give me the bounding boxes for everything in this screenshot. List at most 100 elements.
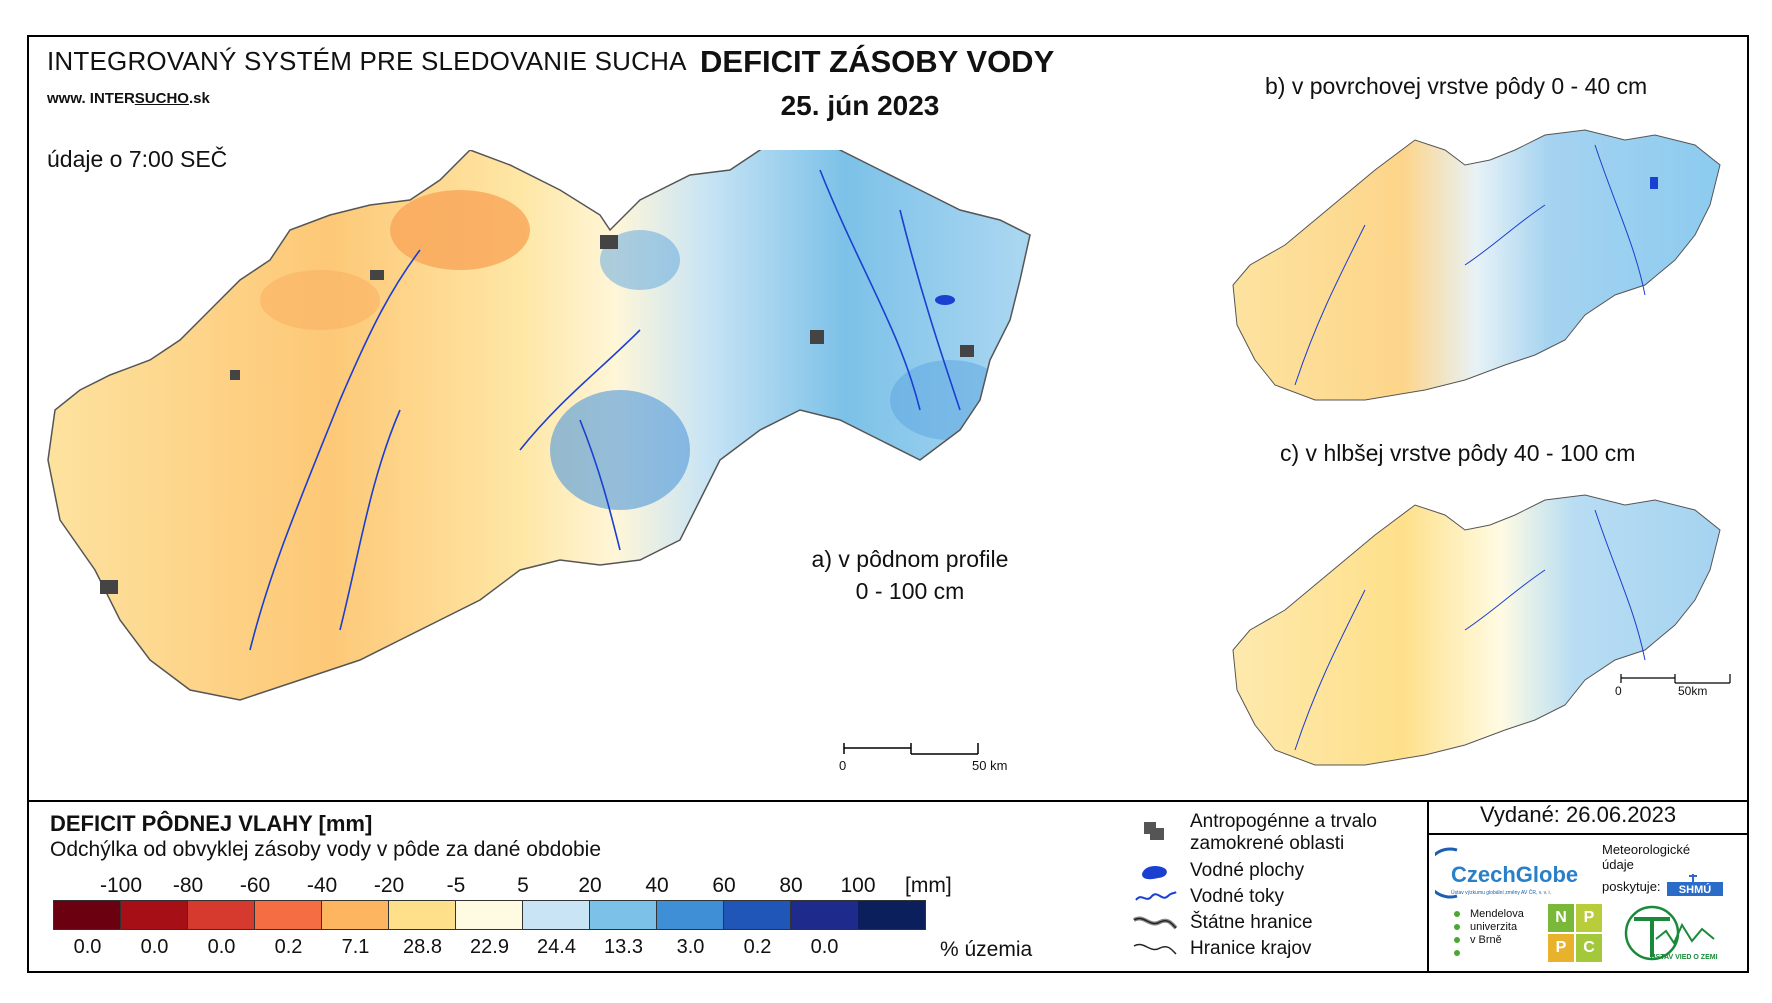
legend-percentage: 22.9 [470,936,509,958]
legend-percentage: 28.8 [403,936,442,958]
met-line2: údaje [1602,857,1634,872]
scale-bar-main [843,743,979,755]
mendel-dots [1454,911,1460,956]
footer-divider-horizontal [1427,833,1749,835]
nppc-c: C [1576,934,1602,962]
legend-color-7 [523,901,590,929]
legend-color-6 [456,901,523,929]
legend-color-10 [724,901,791,929]
legend-color-2 [188,901,255,929]
nppc-p1: P [1576,904,1602,932]
system-title: INTEGROVANÝ SYSTÉM PRE SLEDOVANIE SUCHA [47,46,687,76]
symbol-state-border: Štátne hranice [1190,912,1313,933]
map-b-rivers [1294,144,1646,386]
legend-percentage: 0.0 [140,936,169,958]
symbol-streams: Vodné toky [1190,886,1285,907]
map-b-lake [1650,177,1658,189]
symbol-anthropogenic-1: Antropogénne a trvalo [1190,811,1377,832]
legend-color-11 [791,901,858,929]
legend-threshold: -5 [446,874,466,897]
legend-percentage: 0.0 [207,936,236,958]
main-map-a [47,150,1031,701]
legend-percentage: 0.0 [810,936,839,958]
time-note: údaje o 7:00 SEČ [47,146,228,172]
legend-percentage: 7.1 [341,936,370,958]
map-date: 25. jún 2023 [780,90,940,121]
website-link[interactable]: www. INTERSUCHO.sk [47,90,210,107]
stream-icon [1135,891,1177,901]
uvz-text: ÚSTAV VIED O ZEMI [1650,952,1717,961]
czechglobe-wordmark: CzechGlobe [1451,862,1578,887]
legend-percentage: 0.2 [274,936,303,958]
scale-main-start: 0 [839,758,847,773]
legend-threshold: 60 [712,874,736,897]
map-b-shape [1232,129,1721,401]
map-c-label: c) v hlbšej vrstve pôdy 40 - 100 cm [1280,440,1636,466]
mendel-line2: univerzita [1470,921,1518,933]
map-a-rivers [249,169,961,651]
legend-threshold: 40 [645,874,669,897]
legend-unit: [mm] [905,874,952,897]
legend-percentage: 0.2 [743,936,772,958]
map-a-label-2: 0 - 100 cm [855,578,965,604]
legend-colorbar [53,900,926,930]
meteo-provider: Meteorologické údaje poskytuje: SHMÚ [1602,842,1725,900]
legend-color-0 [54,901,121,929]
footer-divider-vertical [1427,800,1429,973]
czechglobe-sub: Ústav výzkumu globální změny AV ČR, v. v… [1451,889,1551,896]
legend-title: DEFICIT PÔDNEJ VLAHY [mm] [50,811,373,836]
nppc-p2: P [1548,934,1574,962]
symbol-water-bodies: Vodné plochy [1190,860,1305,881]
shmu-logo: SHMÚ [1666,874,1723,896]
map-a-lake [935,295,955,305]
legend-percentage: 0.0 [73,936,102,958]
map-a-border [47,150,1031,701]
scale-small-start: 0 [1615,684,1622,698]
met-line1: Meteorologické [1602,842,1691,857]
legend-color-5 [389,901,456,929]
water-body-icon [1142,866,1167,880]
main-title: DEFICIT ZÁSOBY VODY [700,44,1055,79]
legend-threshold: -80 [172,874,204,897]
legend-subtitle: Odchýlka od obvyklej zásoby vody v pôde … [50,838,602,861]
legend-percentage: 13.3 [604,936,643,958]
legend-color-8 [590,901,657,929]
legend-percent-label: % územia [940,938,1033,961]
legend-percentage: 3.0 [676,936,705,958]
legend-threshold: -60 [239,874,271,897]
scale-main-end: 50 km [972,758,1008,773]
mendel-line3: v Brně [1470,934,1502,946]
region-border-icon [1133,943,1177,955]
legend-color-4 [322,901,389,929]
czechglobe-logo: CzechGlobe Ústav výzkumu globální změny … [1424,842,1600,907]
website-suffix: .sk [188,90,210,107]
legend-panel [27,800,1749,973]
shmu-text: SHMÚ [1678,883,1710,896]
issued-date: Vydané: 26.06.2023 [1480,802,1677,827]
website-underlined: SUCHO [134,90,189,107]
symbol-region-border: Hranice krajov [1190,938,1312,959]
legend-threshold: -20 [373,874,405,897]
legend-threshold: 5 [517,874,529,897]
legend-percentage: 24.4 [537,936,576,958]
nppc-n: N [1548,904,1574,932]
uvz-logo: ÚSTAV VIED O ZEMI [1622,903,1732,970]
small-map-b [1232,129,1721,401]
legend-threshold: 20 [578,874,602,897]
met-line3: poskytuje: [1602,878,1661,894]
legend-threshold: -40 [306,874,338,897]
legend-threshold: 80 [779,874,803,897]
map-a-label-1: a) v pôdnom profile [811,546,1009,572]
website-prefix: www. INTER [47,90,135,107]
map-c-shape [1232,494,1721,766]
legend-threshold: -100 [99,874,143,897]
map-b-label: b) v povrchovej vrstve pôdy 0 - 40 cm [1265,73,1648,99]
state-border-icon [1132,916,1178,930]
nppc-logo: N P P C [1548,904,1602,962]
mendel-logo: Mendelova univerzita v Brně [1450,908,1524,960]
symbol-anthropogenic-2: zamokrené oblasti [1190,833,1345,854]
small-map-c [1232,494,1721,766]
legend-threshold: 100 [840,874,876,897]
scale-bar-small [1620,674,1731,684]
legend-color-3 [255,901,322,929]
